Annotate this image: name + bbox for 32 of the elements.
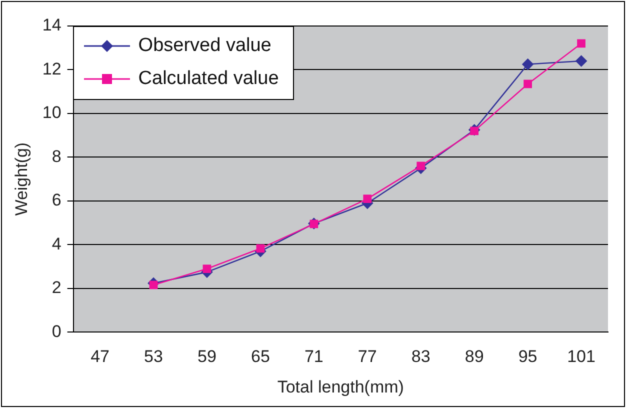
- x-tick-label: 77: [358, 347, 377, 366]
- y-tick-label: 12: [42, 59, 62, 78]
- x-tick-label: 53: [144, 347, 163, 366]
- point: [522, 58, 534, 70]
- y-axis-title: Weight(g): [12, 142, 31, 216]
- point: [202, 264, 212, 273]
- legend-label: Calculated value: [138, 68, 279, 90]
- point: [149, 280, 158, 290]
- y-tick-label: 4: [52, 234, 62, 254]
- y-tick-label: 0: [52, 322, 62, 341]
- x-tick-label: 83: [411, 347, 430, 366]
- x-tick-label: 71: [304, 347, 324, 366]
- x-tick-label: 65: [250, 347, 270, 366]
- point: [577, 39, 586, 48]
- point: [576, 55, 587, 67]
- y-tick-label: 6: [52, 190, 62, 210]
- point: [256, 244, 265, 253]
- y-tick-label: 2: [52, 278, 62, 298]
- x-tick-label: 59: [198, 347, 216, 366]
- y-tick-label: 8: [52, 146, 62, 166]
- x-tick-label: 89: [464, 347, 484, 366]
- point: [524, 80, 532, 88]
- x-axis-title: Total length(mm): [277, 377, 404, 396]
- point: [363, 194, 372, 203]
- x-tick-label: 101: [567, 347, 596, 366]
- x-tick-label: 95: [518, 347, 538, 366]
- legend-label: Observed value: [138, 34, 272, 56]
- point: [416, 162, 426, 170]
- y-tick-label: 14: [42, 16, 62, 35]
- y-tick-label: 10: [42, 103, 62, 122]
- point: [470, 126, 479, 136]
- x-tick-label: 47: [90, 347, 110, 366]
